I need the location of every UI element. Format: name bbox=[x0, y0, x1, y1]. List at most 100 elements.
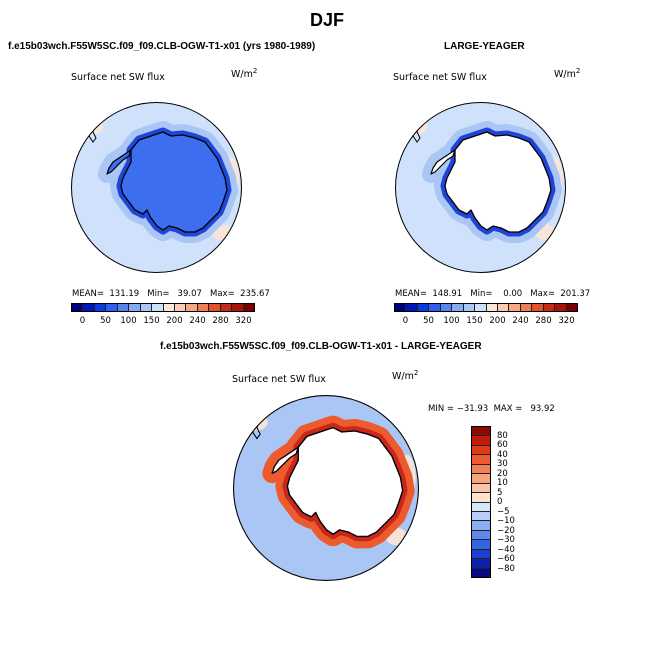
colorbar-swatch bbox=[429, 304, 441, 311]
colorbar-swatch bbox=[486, 304, 498, 311]
colorbar-tick-label: 200 bbox=[166, 316, 183, 326]
colorbar-tick-label: −30 bbox=[497, 535, 515, 545]
colorbar-tick-label: 240 bbox=[512, 316, 529, 326]
colorbar-swatch bbox=[94, 304, 107, 311]
diff-panel-title: f.e15b03wch.F55W5SC.f09_f09.CLB-OGW-T1-x… bbox=[160, 341, 482, 352]
colorbar-tick-label: −60 bbox=[497, 554, 515, 564]
colorbar-tick-label: 5 bbox=[497, 487, 503, 498]
colorbar-tick-label: 40 bbox=[497, 449, 508, 460]
right-panel-subtitle: Surface net SW flux bbox=[393, 72, 487, 83]
left-panel-subtitle: Surface net SW flux bbox=[71, 72, 165, 83]
left-panel-units: W/m2 bbox=[231, 67, 258, 81]
diff-stats: MIN = −31.93 MAX = 93.92 bbox=[428, 404, 555, 414]
colorbar-swatch bbox=[566, 304, 577, 311]
left-map bbox=[71, 102, 242, 273]
colorbar-swatch bbox=[472, 493, 490, 503]
colorbar-swatch bbox=[472, 568, 490, 577]
colorbar-swatch bbox=[163, 304, 175, 311]
colorbar-tick-label: −80 bbox=[497, 563, 515, 574]
colorbar-tick-label: 100 bbox=[120, 316, 137, 326]
colorbar-swatch bbox=[117, 304, 130, 311]
colorbar-tick-label: 80 bbox=[497, 430, 508, 441]
colorbar-swatch bbox=[232, 304, 244, 311]
antarctica-continent bbox=[444, 131, 552, 233]
colorbar-swatch bbox=[472, 511, 490, 522]
diff-colorbar bbox=[471, 426, 491, 578]
colorbar-swatch bbox=[440, 304, 453, 311]
colorbar-tick-label: 100 bbox=[443, 316, 460, 326]
left-stats: MEAN= 131.19 Min= 39.07 Max= 235.67 bbox=[72, 289, 270, 299]
colorbar-swatch bbox=[472, 474, 490, 484]
antarctica-continent bbox=[120, 131, 228, 233]
colorbar-swatch bbox=[475, 304, 487, 311]
colorbar-tick-label: 10 bbox=[497, 478, 508, 488]
colorbar-swatch bbox=[472, 455, 490, 465]
colorbar-swatch bbox=[472, 540, 490, 550]
colorbar-tick-label: 0 bbox=[497, 497, 503, 507]
colorbar-swatch bbox=[209, 304, 221, 311]
antarctic-peninsula bbox=[430, 149, 456, 175]
colorbar-tick-label: 320 bbox=[235, 316, 252, 326]
colorbar-tick-label: −10 bbox=[497, 516, 515, 526]
colorbar-swatch bbox=[152, 304, 164, 311]
map-boundary bbox=[233, 395, 419, 581]
colorbar-swatch bbox=[472, 521, 490, 531]
left-panel-title: f.e15b03wch.F55W5SC.f09_f09.CLB-OGW-T1-x… bbox=[8, 41, 316, 52]
colorbar-swatch bbox=[472, 530, 490, 541]
colorbar-swatch bbox=[509, 304, 521, 311]
colorbar-tick-label: 320 bbox=[558, 316, 575, 326]
colorbar-swatch bbox=[472, 483, 490, 494]
colorbar-swatch bbox=[83, 304, 95, 311]
colorbar-swatch bbox=[129, 304, 141, 311]
colorbar-swatch bbox=[174, 304, 187, 311]
difference-map bbox=[233, 395, 419, 581]
colorbar-tick-label: 150 bbox=[466, 316, 483, 326]
colorbar-tick-label: 50 bbox=[100, 316, 111, 326]
colorbar-swatch bbox=[406, 304, 418, 311]
colorbar-swatch bbox=[472, 436, 490, 446]
colorbar-swatch bbox=[395, 304, 407, 311]
antarctic-peninsula bbox=[271, 446, 299, 474]
colorbar-swatch bbox=[197, 304, 210, 311]
right-map bbox=[395, 102, 566, 273]
colorbar-swatch bbox=[543, 304, 556, 311]
colorbar-swatch bbox=[532, 304, 544, 311]
colorbar-swatch bbox=[417, 304, 430, 311]
left-colorbar bbox=[71, 303, 255, 312]
colorbar-swatch bbox=[472, 445, 490, 456]
colorbar-swatch bbox=[472, 559, 490, 569]
colorbar-tick-label: 280 bbox=[212, 316, 229, 326]
colorbar-swatch bbox=[72, 304, 84, 311]
left-colorbar-labels: 0 50 100 150 200 240 280 320 bbox=[71, 316, 255, 328]
colorbar-swatch bbox=[452, 304, 464, 311]
colorbar-tick-label: 50 bbox=[423, 316, 434, 326]
colorbar-tick-label: 60 bbox=[497, 440, 508, 450]
colorbar-tick-label: 150 bbox=[143, 316, 160, 326]
colorbar-tick-label: 280 bbox=[535, 316, 552, 326]
colorbar-swatch bbox=[497, 304, 510, 311]
colorbar-swatch bbox=[186, 304, 198, 311]
right-panel-title: LARGE-YEAGER bbox=[444, 41, 525, 52]
colorbar-tick-label: −40 bbox=[497, 544, 515, 555]
colorbar-swatch bbox=[472, 502, 490, 512]
right-stats: MEAN= 148.91 Min= 0.00 Max= 201.37 bbox=[395, 289, 591, 299]
colorbar-tick-label: 0 bbox=[79, 316, 86, 326]
figure-title: DJF bbox=[309, 10, 344, 30]
colorbar-tick-label: −5 bbox=[497, 506, 510, 517]
right-colorbar bbox=[394, 303, 578, 312]
colorbar-swatch bbox=[472, 427, 490, 437]
colorbar-tick-label: 200 bbox=[489, 316, 506, 326]
map-boundary bbox=[71, 102, 242, 273]
colorbar-tick-label: 0 bbox=[402, 316, 409, 326]
antarctica-continent bbox=[286, 426, 404, 538]
colorbar-tick-label: 240 bbox=[189, 316, 206, 326]
colorbar-swatch bbox=[472, 464, 490, 475]
colorbar-tick-label: 30 bbox=[497, 459, 508, 469]
antarctic-peninsula bbox=[106, 149, 132, 175]
diff-panel-subtitle: Surface net SW flux bbox=[232, 374, 326, 385]
colorbar-swatch bbox=[106, 304, 118, 311]
colorbar-swatch bbox=[243, 304, 254, 311]
diff-colorbar-labels: 80 60 40 30 20 10 5 0 −5 −10 −20 −30 −40 −60 −80 bbox=[497, 426, 537, 578]
colorbar-swatch bbox=[472, 549, 490, 560]
colorbar-tick-label: −20 bbox=[497, 525, 515, 536]
